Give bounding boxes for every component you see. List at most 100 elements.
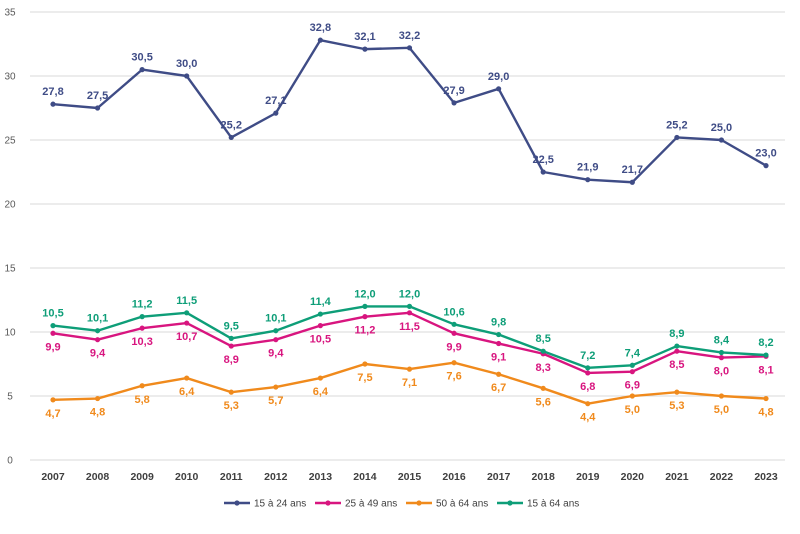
data-label: 6,4 <box>179 386 195 398</box>
data-point <box>50 330 56 336</box>
data-label: 11,5 <box>399 321 420 333</box>
data-point <box>406 310 413 316</box>
data-label: 10,5 <box>310 334 331 346</box>
data-point <box>629 369 635 375</box>
data-point <box>406 303 413 309</box>
data-label: 4,4 <box>580 412 596 424</box>
data-label: 9,4 <box>268 348 284 360</box>
data-point <box>94 395 101 402</box>
data-label: 8,4 <box>714 334 730 346</box>
legend-item: 25 à 49 ans <box>315 499 397 510</box>
data-point <box>273 337 279 343</box>
legend-marker <box>234 500 240 506</box>
data-point <box>451 100 457 106</box>
data-point <box>718 137 725 143</box>
data-label: 27,1 <box>265 95 286 107</box>
data-label: 7,2 <box>580 350 595 362</box>
data-label: 5,6 <box>536 396 551 408</box>
data-label: 5,7 <box>268 395 283 407</box>
x-tick-label: 2015 <box>398 471 422 483</box>
data-label: 6,7 <box>491 382 506 394</box>
data-label: 6,4 <box>313 386 329 398</box>
legend-marker <box>325 500 331 506</box>
data-point <box>585 401 591 407</box>
data-label: 21,7 <box>622 164 643 176</box>
data-label: 27,8 <box>42 86 63 98</box>
data-point <box>317 323 323 329</box>
legend-item: 50 à 64 ans <box>406 499 488 510</box>
data-label: 10,7 <box>176 331 197 343</box>
data-label: 11,2 <box>132 299 153 311</box>
data-label: 32,2 <box>399 30 420 42</box>
y-tick-label: 15 <box>4 264 16 275</box>
data-label: 11,5 <box>176 295 197 307</box>
data-point <box>763 163 769 169</box>
data-point <box>763 352 769 358</box>
data-point <box>228 389 234 395</box>
data-label: 9,1 <box>491 352 506 364</box>
data-label: 4,8 <box>90 407 105 419</box>
series-lines <box>50 37 769 407</box>
axes: 0 5 10 15 20 25 30 35 2007 2008 2009 2010 2011 2012 20… <box>4 8 777 484</box>
data-label: 30,0 <box>176 58 197 70</box>
data-point <box>629 179 635 185</box>
data-label: 10,5 <box>42 308 63 320</box>
data-label: 11,4 <box>310 296 332 308</box>
data-point <box>139 383 145 389</box>
data-point <box>763 395 769 402</box>
data-label: 32,1 <box>354 31 375 43</box>
data-point <box>94 337 101 343</box>
data-label: 5,8 <box>134 394 149 406</box>
data-point <box>50 323 56 329</box>
data-point <box>585 370 591 376</box>
data-label: 11,2 <box>355 325 376 337</box>
data-point <box>451 321 457 327</box>
data-point <box>540 385 546 391</box>
data-point <box>629 393 635 399</box>
data-label: 8,9 <box>669 328 684 340</box>
data-point <box>184 320 190 326</box>
y-tick-label: 35 <box>4 8 16 19</box>
x-tick-label: 2009 <box>130 471 154 483</box>
x-tick-label: 2011 <box>220 471 243 483</box>
data-label: 23,0 <box>755 148 776 160</box>
data-label: 5,0 <box>714 404 729 416</box>
data-point <box>94 328 101 334</box>
data-labels: 27,8 27,5 30,5 30,0 25,2 27,1 32,8 32,1 32,2 27,9… <box>42 22 776 424</box>
x-tick-label: 2023 <box>754 471 778 483</box>
x-tick-label: 2014 <box>353 471 377 483</box>
data-label: 22,5 <box>532 154 553 166</box>
data-point <box>496 340 502 347</box>
data-point <box>674 348 680 354</box>
data-label: 4,8 <box>758 407 773 419</box>
data-point <box>139 325 145 331</box>
legend-label: 25 à 49 ans <box>345 499 397 510</box>
y-tick-label: 5 <box>7 392 13 403</box>
x-tick-label: 2007 <box>41 471 65 483</box>
data-label: 7,5 <box>357 372 372 384</box>
data-label: 5,3 <box>669 400 684 412</box>
data-point <box>228 343 234 349</box>
data-point <box>585 177 591 183</box>
data-point <box>184 73 190 79</box>
data-label: 25,0 <box>711 122 732 134</box>
data-label: 32,8 <box>310 22 331 34</box>
x-tick-label: 2019 <box>576 471 600 483</box>
data-point <box>228 134 234 141</box>
data-point <box>451 360 457 366</box>
x-tick-label: 2010 <box>175 471 199 483</box>
data-label: 6,8 <box>580 381 595 393</box>
data-point <box>362 46 368 52</box>
data-point <box>273 384 279 390</box>
legend-marker <box>507 500 513 506</box>
data-point <box>184 310 190 316</box>
legend-label: 15 à 64 ans <box>527 499 579 510</box>
x-tick-label: 2013 <box>309 471 333 483</box>
data-label: 21,9 <box>577 162 598 174</box>
data-label: 29,0 <box>488 71 509 83</box>
data-point <box>718 349 725 356</box>
data-label: 9,9 <box>45 341 60 353</box>
x-tick-label: 2008 <box>86 471 110 483</box>
data-point <box>317 311 323 317</box>
